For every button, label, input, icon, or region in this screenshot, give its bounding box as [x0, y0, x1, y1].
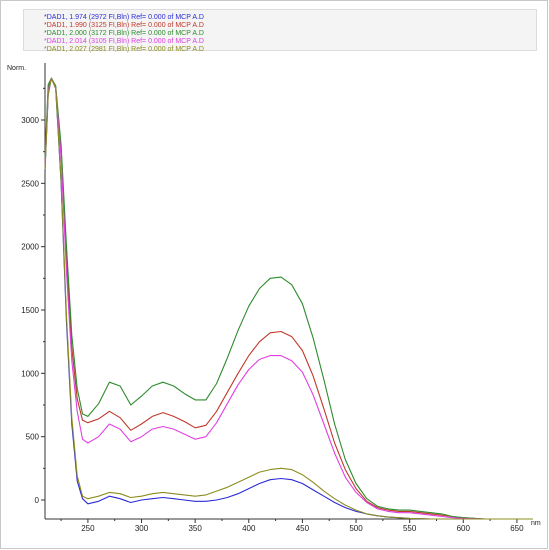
- legend-entry-4: *DAD1, 2.014 (3105 FI,Bln) Ref= 0.000 of…: [44, 38, 204, 45]
- series-layer: [44, 77, 533, 520]
- y-tick-label: 1000: [21, 369, 39, 378]
- y-tick-label: 3000: [21, 116, 39, 125]
- x-axis-label: nm: [531, 520, 541, 527]
- x-tick-label: 400: [242, 524, 256, 533]
- x-tick-label: 350: [188, 524, 202, 533]
- x-tick-label: 300: [135, 524, 149, 533]
- y-tick-label: 2000: [21, 243, 39, 252]
- legend-entry-5: *DAD1, 2.027 (2981 FI,Bln) Ref= 0.000 of…: [44, 46, 204, 53]
- legend-entry-3: *DAD1, 2.000 (3172 FI,Bln) Ref= 0.000 of…: [44, 30, 204, 37]
- x-tick-label: 550: [403, 524, 417, 533]
- y-tick-label: 1500: [21, 306, 39, 315]
- series-line-1: [44, 77, 533, 520]
- series-line-2: [44, 77, 533, 520]
- series-line-4: [44, 77, 533, 520]
- x-tick-label: 450: [296, 524, 310, 533]
- legend: *DAD1, 1.974 (2972 FI,Bln) Ref= 0.000 of…: [23, 9, 537, 53]
- y-tick-label: 2500: [21, 179, 39, 188]
- series-line-5: [44, 77, 533, 520]
- legend-entry-1: *DAD1, 1.974 (2972 FI,Bln) Ref= 0.000 of…: [44, 14, 204, 21]
- x-tick-label: 500: [349, 524, 363, 533]
- x-tick-label: 250: [81, 524, 95, 533]
- series-line-3: [44, 77, 533, 520]
- y-axis-label: Norm.: [7, 65, 26, 72]
- x-tick-label: 600: [457, 524, 471, 533]
- y-tick-label: 0: [35, 496, 40, 505]
- y-tick-label: 500: [26, 433, 40, 442]
- legend-entry-2: *DAD1, 1.990 (3125 FI,Bln) Ref= 0.000 of…: [44, 22, 204, 29]
- x-tick-label: 650: [510, 524, 524, 533]
- axes: 0 500 1000 1500 2000 2500 3000 250 300 350 400 450 5…: [21, 63, 533, 533]
